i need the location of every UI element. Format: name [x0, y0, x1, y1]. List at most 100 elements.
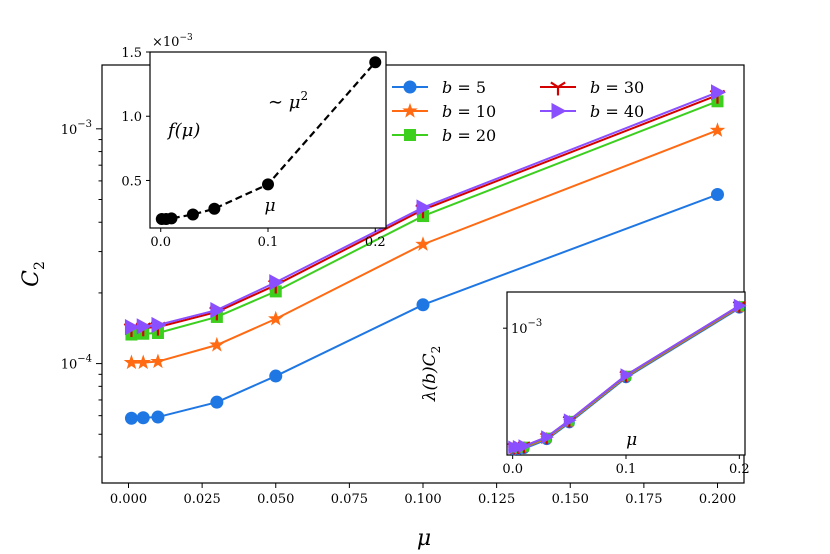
legend-label-b10: b = 10: [442, 102, 496, 121]
legend-item-b40: b = 40: [540, 102, 644, 121]
inset-bottom-point-b40: [733, 298, 747, 313]
data-point-b40: [710, 84, 727, 101]
legend-marker-b30-arm-right: [557, 81, 566, 88]
legend-label-var: b: [590, 102, 600, 121]
main-x-tick-label: 0.025: [184, 492, 221, 507]
legend-label-b20: b = 20: [442, 126, 496, 145]
data-point-b10: [123, 354, 140, 370]
legend: b = 5b = 10b = 20b = 30b = 40: [392, 78, 644, 145]
inset-top-multiplier-exp: −3: [179, 33, 193, 43]
data-point-b40: [269, 274, 285, 291]
data-point-b5: [710, 188, 724, 202]
inset-top-annotation: ∼ μ2: [268, 89, 308, 113]
inset-top-annotation-main: ∼ μ: [268, 92, 301, 113]
inset-bottom-y-label-main: λ(b)C: [420, 353, 440, 402]
legend-marker-b20: [404, 129, 416, 141]
inset-bottom-y-tick-exp: −3: [528, 318, 543, 329]
data-point-b5: [269, 369, 283, 383]
data-point-b10: [135, 354, 151, 370]
inset-top-x-tick-label: 0.1: [258, 235, 279, 250]
inset-top-x-label: μ: [264, 196, 275, 216]
data-point-b40: [416, 199, 432, 216]
inset-bottom-point-b40: [620, 368, 634, 383]
legend-item-b30: b = 30: [540, 78, 644, 97]
inset-top-f-label: f(μ): [166, 120, 200, 141]
legend-label-var: b: [442, 78, 452, 97]
svg-text:C2: C2: [19, 261, 48, 287]
main-x-tick-label: 0.000: [110, 492, 147, 507]
inset-top-data-point: [369, 56, 382, 69]
main-y-tick-label-exp: −4: [77, 354, 92, 365]
legend-label-b5: b = 5: [442, 78, 486, 97]
inset-bottom-y-tick-label: 10−3: [511, 318, 542, 337]
main-y-axis-label-sub: 2: [32, 261, 48, 270]
legend-label-val: = 40: [600, 102, 644, 121]
inset-top-data-point: [262, 178, 274, 191]
data-point-b10: [415, 236, 431, 251]
legend-label-val: = 10: [452, 102, 496, 121]
inset-bottom-y-label-sub: 2: [429, 346, 443, 354]
data-point-b40: [151, 316, 167, 334]
data-point-b10: [709, 122, 726, 137]
legend-label-var: b: [442, 126, 452, 145]
legend-marker-b10: [402, 102, 418, 118]
inset-top-y-tick-label: 1.0: [121, 110, 142, 125]
inset-bottom-x-label: μ: [626, 430, 637, 450]
data-point-b10: [268, 310, 284, 326]
legend-label-b40: b = 40: [590, 102, 644, 121]
inset-bottom-point-b40: [563, 413, 577, 428]
main-y-tick-label-exp: −3: [77, 119, 92, 130]
data-point-b5: [416, 298, 430, 312]
legend-label-b30: b = 30: [590, 78, 644, 97]
inset-bottom-y-tick-base: 10: [511, 322, 528, 337]
inset-bottom-y-label: λ(b)C2: [420, 346, 443, 403]
legend-item-b10: b = 10: [392, 102, 496, 121]
legend-label-val: = 5: [452, 78, 486, 97]
inset-bottom-point-b40: [518, 439, 532, 453]
inset-top-frame: [149, 51, 387, 229]
inset-top-y-tick-label: 0.5: [121, 174, 142, 189]
main-y-axis-label-main: C: [19, 270, 44, 287]
inset-bottom-x-tick-label: 0.0: [502, 462, 523, 477]
data-point-b5: [136, 411, 150, 425]
main-plot: 0.000 0.025 0.050 0.075 0.100 0.125 0.150 0.175…: [61, 84, 736, 507]
data-point-b40: [136, 318, 152, 335]
data-point-b5: [124, 411, 138, 425]
data-point-b5: [210, 395, 224, 409]
inset-top-multiplier-base: ×10: [152, 35, 179, 50]
main-x-tick-label: 0.175: [625, 492, 662, 507]
main-y-axis-label: C2: [19, 261, 48, 287]
inset-bottom-y-label-text: λ(b)C2: [420, 346, 443, 403]
legend-marker-b40: [551, 102, 567, 120]
inset-top-data-point: [186, 208, 199, 221]
inset-top-data-point: [165, 212, 178, 225]
main-x-tick-label: 0.100: [404, 492, 441, 507]
legend-label-var: b: [442, 102, 452, 121]
inset-bottom-x-tick-label: 0.1: [616, 462, 637, 477]
main-x-tick-label: 0.050: [257, 492, 294, 507]
main-y-tick-label-base: 10: [61, 358, 78, 373]
legend-marker-b5: [403, 80, 417, 94]
main-x-tick-label: 0.125: [478, 492, 515, 507]
data-point-b40: [124, 318, 140, 336]
inset-top-x-tick-label: 0.0: [150, 235, 171, 250]
data-point-b5: [151, 410, 165, 424]
inset-top-annotation-exp: 2: [301, 89, 309, 103]
legend-marker-b30: [550, 81, 566, 96]
legend-item-b20: b = 20: [392, 126, 496, 145]
legend-label-val: = 30: [600, 78, 644, 97]
inset-top-data-point: [208, 202, 221, 215]
main-y-tick-label: 10−3: [61, 119, 92, 138]
inset-bottom-x-tick-label: 0.2: [729, 462, 750, 477]
main-x-tick-label: 0.200: [699, 492, 736, 507]
legend-marker-b30-arm-left: [550, 81, 559, 88]
legend-item-b5: b = 5: [392, 78, 486, 97]
inset-top-y-tick-label: 1.5: [121, 46, 142, 61]
main-y-tick-label: 10−4: [61, 354, 92, 373]
data-point-b10: [150, 353, 166, 369]
inset-top-x-tick-label: 0.2: [365, 235, 386, 250]
main-y-tick-label-base: 10: [61, 123, 78, 138]
main-x-tick-label: 0.075: [331, 492, 368, 507]
data-point-b10: [209, 336, 225, 352]
